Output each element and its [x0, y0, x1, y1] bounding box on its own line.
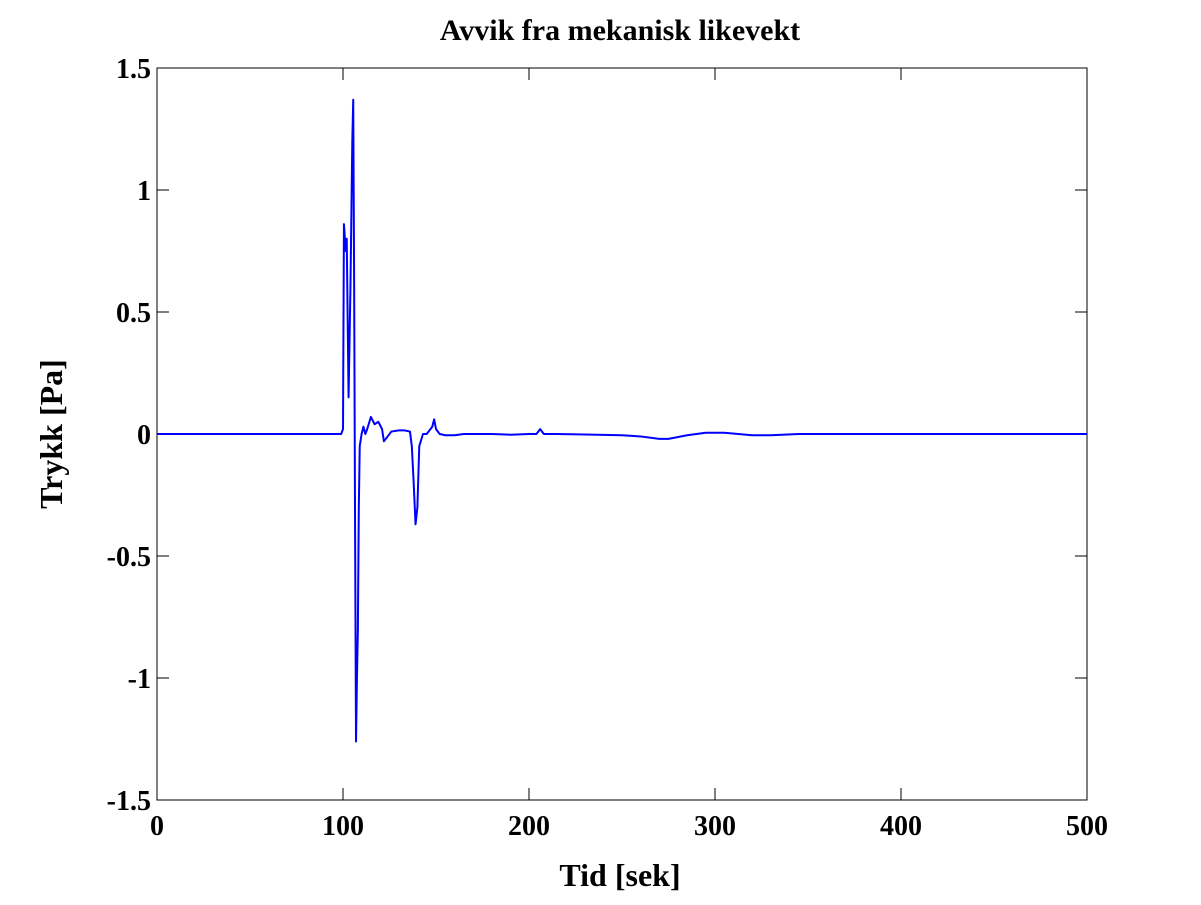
y-tick-label: 0.5 [116, 298, 151, 329]
y-tick-label: 0 [137, 420, 151, 451]
y-tick-label: -0.5 [107, 542, 151, 573]
data-line [157, 98, 1087, 743]
y-tick-label: -1.5 [107, 786, 151, 817]
y-tick-label: 1.5 [116, 54, 151, 85]
x-tick-label: 200 [508, 811, 550, 842]
x-axis-label: Tid [sek] [559, 857, 680, 893]
y-tick-label: -1 [128, 664, 151, 695]
chart-title: Avvik fra mekanisk likevekt [440, 14, 800, 47]
y-axis-label: Trykk [Pa] [33, 359, 69, 509]
x-tick-label: 0 [150, 811, 164, 842]
x-tick-label: 100 [322, 811, 364, 842]
y-tick-label: 1 [137, 176, 151, 207]
x-tick-label: 400 [880, 811, 922, 842]
x-tick-label: 500 [1066, 811, 1108, 842]
x-tick-label: 300 [694, 811, 736, 842]
